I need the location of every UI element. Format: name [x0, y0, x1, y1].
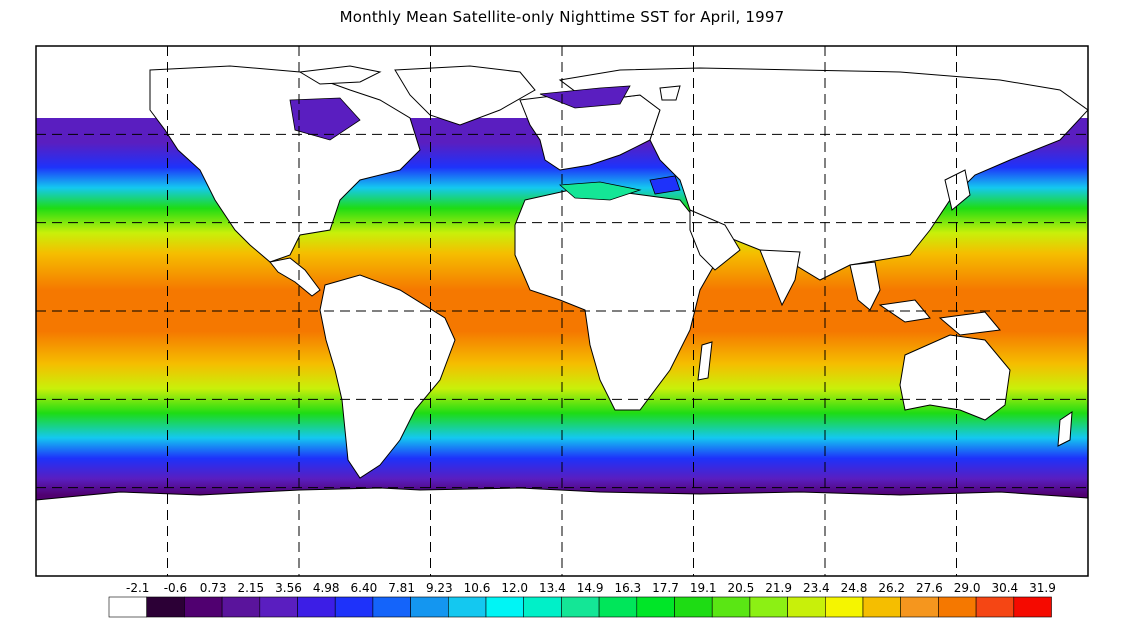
- map-title: Monthly Mean Satellite-only Nighttime SS…: [339, 8, 785, 26]
- map-gridlines: [36, 46, 1088, 576]
- colorbar-label: 24.8: [841, 581, 868, 595]
- colorbar-label: 27.6: [916, 581, 943, 595]
- colorbar-label: 9.23: [426, 581, 453, 595]
- map-frame: [35, 45, 1089, 577]
- colorbar-label: 30.4: [991, 581, 1018, 595]
- colorbar-label: 4.98: [313, 581, 340, 595]
- colorbar-label: 23.4: [803, 581, 830, 595]
- colorbar-label: 26.2: [878, 581, 905, 595]
- colorbar-label: 0.73: [200, 581, 227, 595]
- colorbar-swatch: [1013, 596, 1052, 618]
- colorbar-label: 7.81: [388, 581, 415, 595]
- colorbar-label: 29.0: [954, 581, 981, 595]
- colorbar-label: 2.15: [237, 581, 264, 595]
- colorbar-label: 12.0: [501, 581, 528, 595]
- colorbar-label: 19.1: [690, 581, 717, 595]
- colorbar-label: 21.9: [765, 581, 792, 595]
- colorbar-label: 13.4: [539, 581, 566, 595]
- colorbar-label: 16.3: [614, 581, 641, 595]
- colorbar-label: -0.6: [164, 581, 187, 595]
- colorbar: [108, 596, 1052, 618]
- colorbar-label: 20.5: [728, 581, 755, 595]
- colorbar-label: 3.56: [275, 581, 302, 595]
- colorbar-label: -2.1: [126, 581, 149, 595]
- colorbar-label: 6.40: [351, 581, 378, 595]
- colorbar-label: 14.9: [577, 581, 604, 595]
- colorbar-label: 31.9: [1029, 581, 1056, 595]
- colorbar-label: 17.7: [652, 581, 679, 595]
- colorbar-label: 10.6: [464, 581, 491, 595]
